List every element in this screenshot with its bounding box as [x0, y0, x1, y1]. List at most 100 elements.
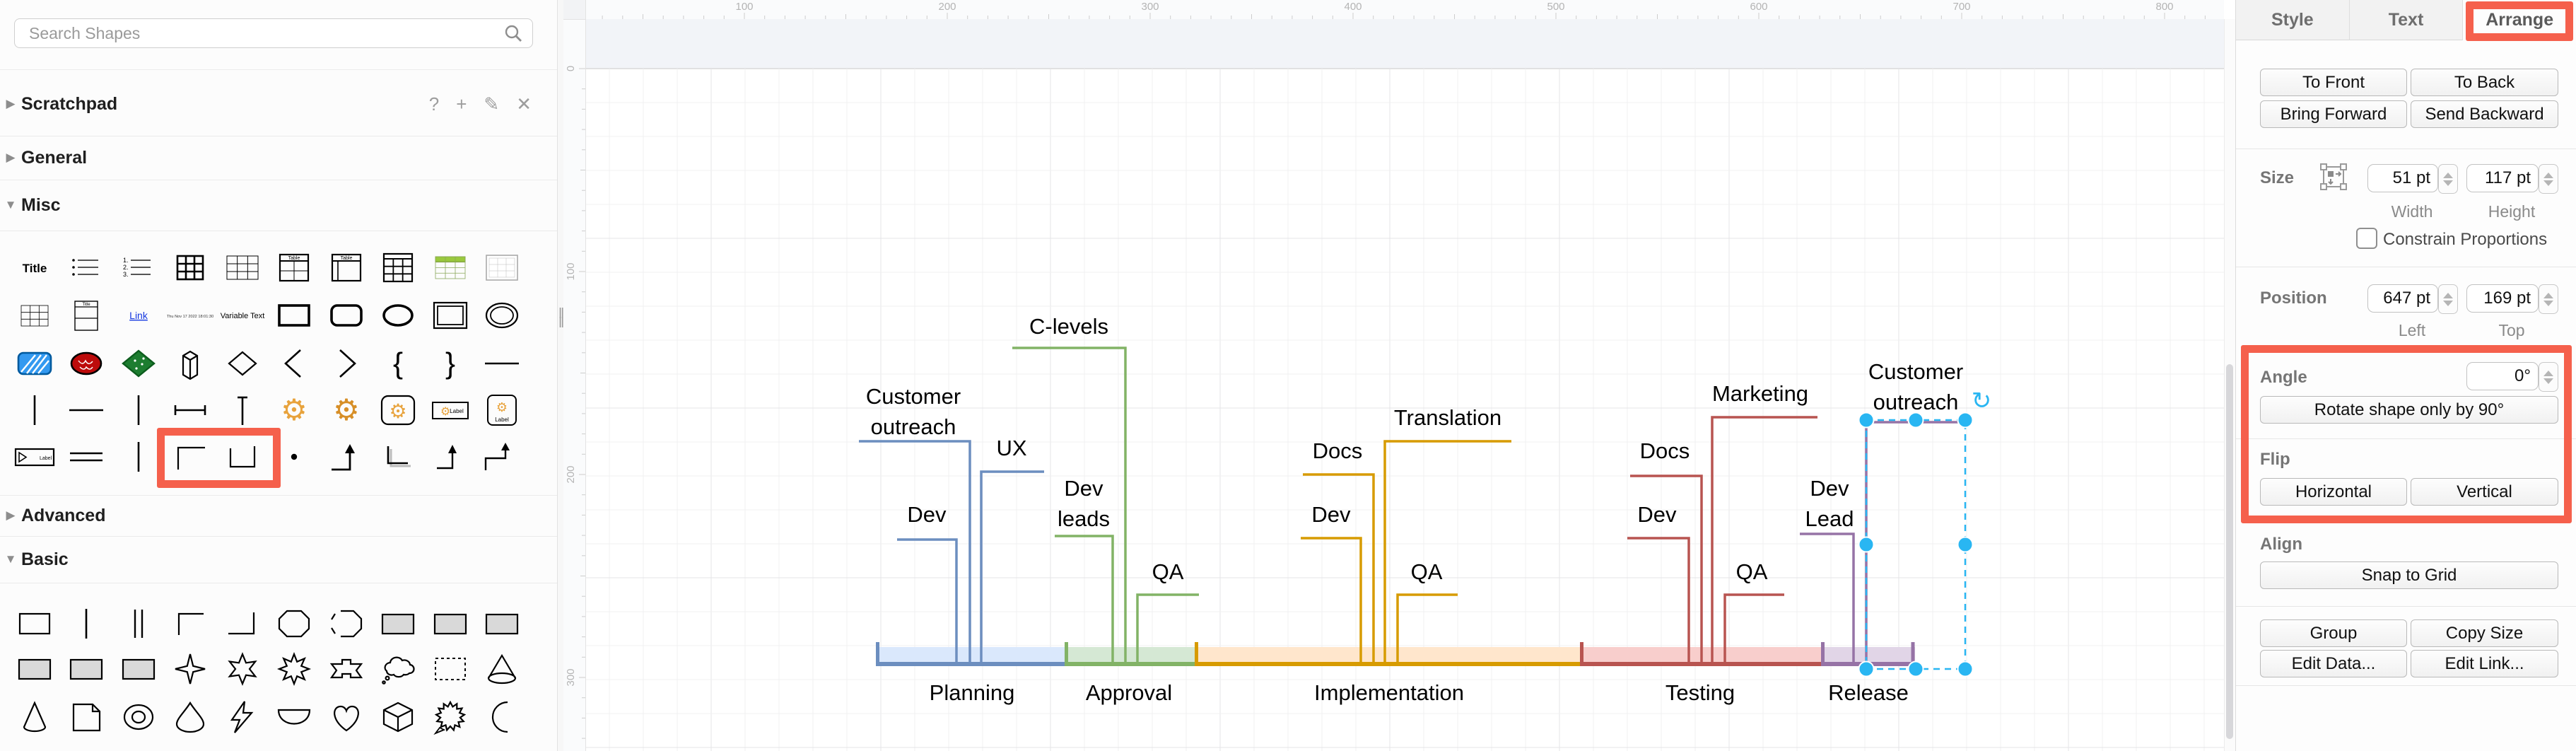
palette-shape-small-values-grid[interactable] [8, 293, 61, 338]
edit-link-button[interactable]: Edit Link... [2411, 650, 2558, 677]
palette-shape-document[interactable] [61, 694, 113, 740]
palette-shape-gray-rect[interactable] [112, 646, 165, 692]
palette-shape-half-ellipse[interactable] [112, 741, 165, 751]
palette-shape-rect[interactable] [476, 741, 529, 751]
palette-shape-teardrop[interactable] [165, 694, 217, 740]
milestone-flag-dev[interactable]: Dev [1301, 502, 1362, 664]
palette-shape-dotted-diamond[interactable] [112, 341, 165, 386]
rotate-90-button[interactable]: Rotate shape only by 90° [2260, 396, 2558, 424]
palette-shape-step-arrow[interactable] [476, 434, 529, 479]
palette-shape-banner[interactable] [320, 646, 373, 692]
scratchpad-edit-icon[interactable]: ✎ [484, 93, 500, 115]
sidebar-resize-gutter[interactable] [558, 0, 563, 751]
tab-text[interactable]: Text [2349, 0, 2464, 40]
milestone-flag-docs[interactable]: Docs [1303, 438, 1375, 664]
search-icon[interactable] [504, 24, 522, 46]
height-stepper[interactable] [2539, 164, 2558, 194]
palette-shape-partial-octagon[interactable] [320, 601, 373, 646]
palette-shape-hatched-rect[interactable] [8, 341, 61, 386]
palette-shape-v-line[interactable] [8, 388, 61, 433]
palette-shape-dot[interactable] [269, 434, 321, 479]
palette-shape-double-v-line[interactable] [112, 601, 165, 646]
palette-shape-grid-table[interactable] [165, 245, 217, 290]
selection-handle[interactable] [1957, 412, 1974, 429]
palette-shape-cone[interactable] [476, 646, 529, 692]
tab-style[interactable]: Style [2236, 0, 2350, 40]
width-input[interactable] [2367, 164, 2438, 192]
palette-shape-v-line-cap[interactable] [216, 388, 269, 433]
palette-shape-dashed-rect[interactable] [424, 646, 476, 692]
palette-shape-half-ellipse[interactable] [373, 741, 425, 751]
palette-shape-double-ellipse[interactable] [476, 293, 529, 338]
height-input[interactable] [2466, 164, 2539, 192]
palette-shape-bold-rect[interactable] [269, 293, 321, 338]
palette-shape-rect[interactable] [320, 741, 373, 751]
sidebar-resize-grip[interactable]: ‖ ‖ [558, 306, 564, 331]
palette-shape-small-diamond[interactable] [216, 341, 269, 386]
palette-shape-gear-frame[interactable]: ⚙ [373, 388, 425, 433]
position-left-stepper[interactable] [2438, 284, 2458, 314]
sidebar-section-advanced[interactable]: ▶ Advanced [0, 498, 557, 533]
milestone-flag-docs[interactable]: Docs [1630, 438, 1703, 664]
palette-shape-octagon[interactable] [269, 601, 321, 646]
palette-shape-numbered-list[interactable]: 1. 2. 3. [112, 245, 165, 290]
palette-shape-gray-rect[interactable] [424, 601, 476, 646]
edit-data-button[interactable]: Edit Data... [2260, 650, 2407, 677]
palette-shape-variable-text[interactable]: Variable Text [216, 293, 269, 338]
palette-shape-gray-rect[interactable] [8, 646, 61, 692]
bring-forward-button[interactable]: Bring Forward [2260, 100, 2407, 128]
scratchpad-help-icon[interactable]: ? [428, 93, 440, 115]
palette-shape-bold-ellipse[interactable] [373, 293, 425, 338]
palette-shape-v-line[interactable] [112, 388, 165, 433]
palette-shape-star-6[interactable] [216, 646, 269, 692]
palette-shape-heart[interactable] [320, 694, 373, 740]
palette-shape-gray-rect[interactable] [61, 646, 113, 692]
palette-shape-corner-arrow-up[interactable] [320, 434, 373, 479]
palette-shape-complex-table[interactable] [373, 245, 425, 290]
palette-shape-star-8[interactable] [269, 646, 321, 692]
palette-shape-moon[interactable] [476, 694, 529, 740]
palette-shape-title-text[interactable]: Title [8, 245, 61, 290]
palette-shape-arrow-label-box[interactable]: Label [8, 434, 61, 479]
milestone-flag-customer-outreach[interactable]: Customer outreach [1865, 359, 1965, 664]
rotate-handle-icon[interactable]: ↻ [1972, 387, 1992, 415]
palette-shape-gear-gold[interactable]: ⚙ [269, 388, 321, 433]
milestone-flag-dev[interactable]: Dev [1627, 502, 1690, 664]
palette-shape-star-4[interactable] [165, 646, 217, 692]
palette-shape-titled-table[interactable]: Table [269, 245, 321, 290]
angle-input[interactable] [2466, 362, 2539, 390]
scratchpad-add-icon[interactable]: + [456, 93, 467, 115]
palette-shape-gray-rect[interactable] [476, 601, 529, 646]
milestone-flag-qa[interactable]: QA [1136, 559, 1199, 664]
palette-shape-scribble-ellipse[interactable] [61, 341, 113, 386]
to-front-button[interactable]: To Front [2260, 69, 2407, 96]
milestone-flag-qa[interactable]: QA [1723, 559, 1784, 664]
milestone-flag-qa[interactable]: QA [1396, 559, 1458, 664]
milestone-flag-dev[interactable]: Dev [897, 502, 958, 664]
palette-shape-h-line-caps[interactable] [165, 388, 217, 433]
palette-shape-burst-bubble[interactable] [424, 694, 476, 740]
selection-handle[interactable] [1957, 660, 1974, 677]
palette-shape-chevron-left[interactable] [269, 341, 321, 386]
palette-shape-gear-label-card[interactable]: ⚙ Label [476, 388, 529, 433]
palette-shape-timeline-corner-left[interactable] [165, 434, 217, 479]
palette-shape-prism[interactable] [165, 341, 217, 386]
palette-shape-values-table[interactable] [216, 245, 269, 290]
milestone-flag-ux[interactable]: UX [980, 436, 1044, 664]
palette-shape-h-line[interactable] [61, 388, 113, 433]
palette-shape-brace-right[interactable]: } [424, 341, 476, 386]
palette-shape-cone2[interactable] [8, 694, 61, 740]
palette-shape-v-line[interactable] [112, 434, 165, 479]
palette-shape-half-disk[interactable] [269, 694, 321, 740]
palette-shape-corner-shadow[interactable] [373, 434, 425, 479]
palette-shape-title-sections[interactable]: Title [61, 293, 113, 338]
palette-shape-double-h-line[interactable] [61, 434, 113, 479]
palette-shape-double-rect[interactable] [424, 293, 476, 338]
palette-shape-half-ellipse[interactable] [8, 741, 61, 751]
tab-arrange[interactable]: Arrange [2463, 0, 2576, 40]
palette-shape-link-text[interactable]: Link [112, 293, 165, 338]
selection-handle[interactable] [1957, 536, 1974, 553]
diagram-canvas[interactable]: Planning Approval Implementation Testing Rel… [586, 19, 2224, 751]
selection-handle[interactable] [1907, 412, 1924, 429]
sidebar-section-general[interactable]: ▶ General [0, 140, 557, 175]
